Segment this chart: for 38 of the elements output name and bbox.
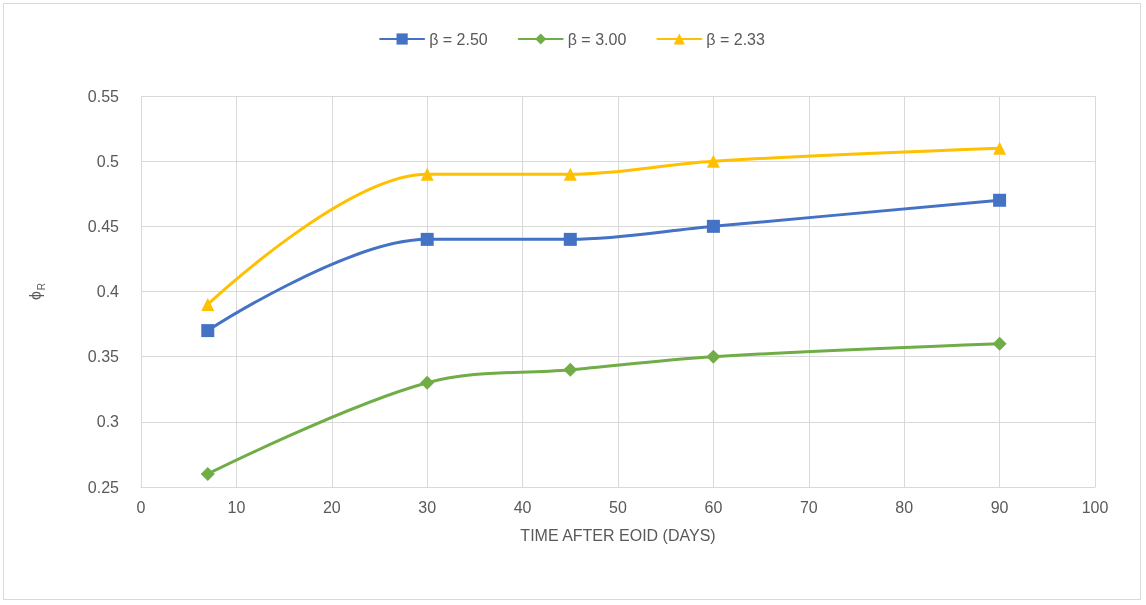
point bbox=[706, 219, 720, 233]
legend-label: β = 3.00 bbox=[567, 30, 627, 48]
y-tick-label: 0.35 bbox=[87, 348, 120, 366]
x-tick-label: 0 bbox=[136, 498, 146, 516]
point bbox=[420, 232, 434, 246]
point bbox=[200, 466, 215, 481]
y-tick-label: 0.55 bbox=[87, 87, 120, 105]
y-tick-label: 0.25 bbox=[87, 478, 120, 496]
point bbox=[706, 154, 720, 168]
y-tick-label: 0.5 bbox=[96, 152, 120, 170]
x-tick-label: 50 bbox=[609, 498, 627, 516]
y-tick-label: 0.3 bbox=[96, 413, 120, 431]
point bbox=[992, 336, 1007, 351]
point bbox=[420, 167, 434, 181]
point bbox=[201, 298, 215, 312]
x-axis-title: TIME AFTER EOID (DAYS) bbox=[520, 526, 716, 544]
point bbox=[563, 362, 578, 377]
x-tick-label: 80 bbox=[895, 498, 914, 516]
point bbox=[563, 167, 577, 181]
x-tick-label: 100 bbox=[1081, 498, 1109, 516]
x-tick-label: 90 bbox=[990, 498, 1009, 516]
point bbox=[563, 232, 577, 246]
x-tick-label: 20 bbox=[322, 498, 341, 516]
point bbox=[993, 193, 1007, 207]
legend-label: β = 2.33 bbox=[706, 30, 765, 48]
x-tick-label: 70 bbox=[799, 498, 818, 516]
x-tick-label: 10 bbox=[227, 498, 246, 516]
point bbox=[201, 324, 215, 338]
x-tick-label: 30 bbox=[418, 498, 437, 516]
point bbox=[706, 349, 721, 364]
y-tick-label: 0.4 bbox=[96, 283, 120, 300]
x-tick-label: 60 bbox=[704, 498, 723, 516]
legend-label: β = 2.50 bbox=[429, 30, 488, 48]
point bbox=[993, 141, 1007, 155]
point bbox=[420, 375, 435, 390]
y-axis-title: ϕR bbox=[26, 282, 47, 301]
y-tick-label: 0.45 bbox=[87, 217, 120, 235]
x-tick-label: 40 bbox=[513, 498, 532, 516]
